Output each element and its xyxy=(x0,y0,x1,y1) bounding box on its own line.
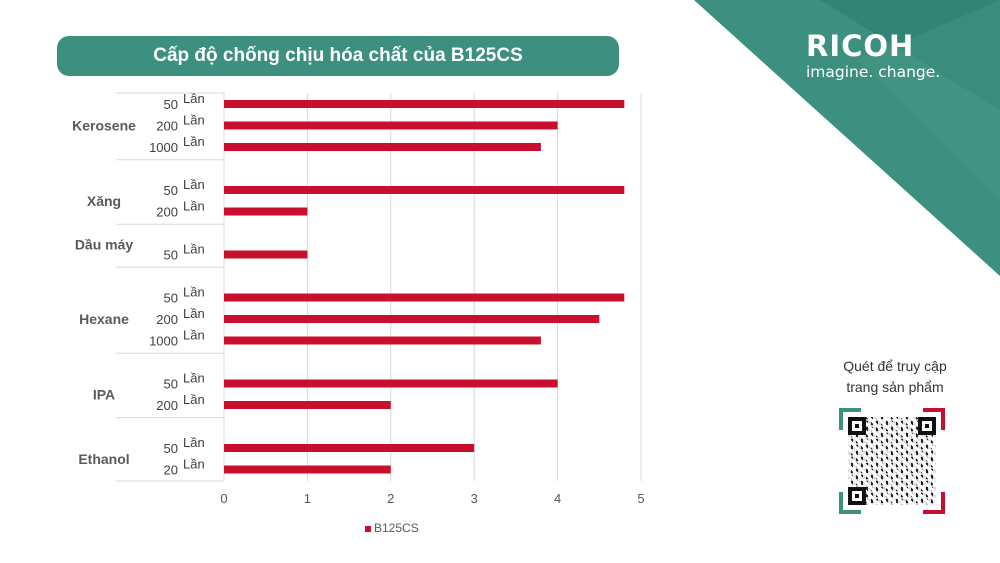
qr-eye-top-right xyxy=(918,417,936,435)
bar xyxy=(224,401,391,409)
brand-logo: RICOH imagine. change. xyxy=(806,30,940,81)
x-tick-label: 0 xyxy=(220,491,227,506)
brand-tagline: imagine. change. xyxy=(806,63,941,81)
bar xyxy=(224,336,541,345)
chart-title-banner: Cấp độ chống chịu hóa chất của B125CS xyxy=(57,36,619,76)
row-label-count: 1000 xyxy=(149,140,178,155)
qr-eye-top-left xyxy=(848,417,866,435)
corner-triangle-main xyxy=(694,0,1000,276)
row-label-count: 50 xyxy=(164,377,178,392)
row-label-unit: Lần xyxy=(183,285,205,300)
row-label-unit: Lần xyxy=(183,435,205,450)
corner-triangle-accent xyxy=(820,0,1000,110)
bar xyxy=(224,186,625,194)
bar xyxy=(224,250,308,259)
legend-swatch xyxy=(365,526,371,532)
x-tick-label: 4 xyxy=(554,491,561,506)
bar xyxy=(224,207,308,216)
row-label-count: 1000 xyxy=(149,334,178,349)
qr-code-block[interactable] xyxy=(839,408,945,514)
group-label: Kerosene xyxy=(72,118,136,134)
row-label-count: 50 xyxy=(164,97,178,112)
x-tick-label: 5 xyxy=(637,491,644,506)
qr-eye-bottom-left xyxy=(848,487,866,505)
row-label-unit: Lần xyxy=(183,113,205,128)
row-label-count: 200 xyxy=(156,205,178,220)
brand-name: RICOH xyxy=(806,29,915,63)
group-label: Hexane xyxy=(79,311,129,327)
row-label-unit: Lần xyxy=(183,306,205,321)
corner-triangle-shade xyxy=(860,0,1000,200)
row-label-unit: Lần xyxy=(183,328,205,343)
qr-caption-line1: Quét để truy cập xyxy=(843,358,947,374)
qr-caption-line2: trang sản phẩm xyxy=(846,379,944,395)
row-label-count: 50 xyxy=(164,248,178,263)
qr-caption: Quét để truy cập trang sản phẩm xyxy=(810,356,980,398)
bar xyxy=(224,315,600,323)
row-label-unit: Lần xyxy=(183,242,205,257)
x-tick-label: 1 xyxy=(304,491,311,506)
row-label-unit: Lần xyxy=(183,457,205,472)
legend-label: B125CS xyxy=(374,521,419,535)
qr-code-icon[interactable] xyxy=(848,417,936,505)
bar xyxy=(224,121,558,130)
row-label-unit: Lần xyxy=(183,134,205,149)
group-label: Ethanol xyxy=(78,451,129,467)
bar xyxy=(224,100,625,108)
row-label-count: 20 xyxy=(164,463,178,478)
bar xyxy=(224,465,391,474)
bar xyxy=(224,444,475,452)
x-tick-label: 3 xyxy=(471,491,478,506)
group-label: IPA xyxy=(93,386,115,402)
row-label-unit: Lần xyxy=(183,392,205,407)
bar xyxy=(224,143,541,151)
row-label-count: 50 xyxy=(164,291,178,306)
row-label-count: 50 xyxy=(164,441,178,456)
row-label-unit: Lần xyxy=(183,91,205,106)
row-label-unit: Lần xyxy=(183,199,205,214)
bar xyxy=(224,293,625,302)
row-label-count: 50 xyxy=(164,183,178,198)
row-label-unit: Lần xyxy=(183,371,205,386)
group-label: Dầu máy xyxy=(75,237,134,253)
group-label: Xăng xyxy=(87,193,121,209)
row-label-count: 200 xyxy=(156,398,178,413)
chart-title: Cấp độ chống chịu hóa chất của B125CS xyxy=(153,45,523,66)
row-label-count: 200 xyxy=(156,312,178,327)
bar xyxy=(224,379,558,388)
qr-frame-icon xyxy=(839,408,945,514)
row-label-count: 200 xyxy=(156,119,178,134)
x-tick-label: 2 xyxy=(387,491,394,506)
row-label-unit: Lần xyxy=(183,177,205,192)
